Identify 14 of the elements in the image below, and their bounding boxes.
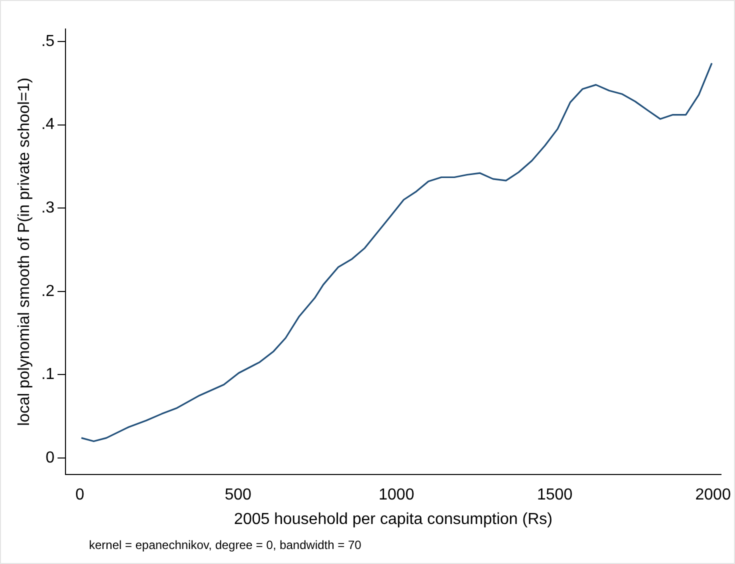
y-tick-label: .4	[41, 116, 55, 134]
x-axis-title: 2005 household per capita consumption (Rs)	[234, 510, 552, 528]
y-tick-label: .5	[41, 32, 55, 50]
x-tick-label: 1500	[536, 486, 573, 504]
x-tick-label: 2000	[695, 486, 731, 504]
text: kernel = epanechnikov, degree = 0, bandwidth = 70	[89, 538, 362, 552]
x-tick-label: 1000	[378, 486, 414, 504]
y-tick-label: .3	[41, 199, 55, 216]
y-axis-title: local polynomial smooth of P(in private school=1)	[16, 78, 34, 426]
y-tick-label: 0	[46, 449, 55, 466]
y-tick-label: .2	[41, 282, 55, 300]
x-tick-label: 500	[224, 486, 252, 504]
x-tick-label: 0	[75, 486, 84, 504]
y-tick-label: .1	[41, 366, 55, 384]
